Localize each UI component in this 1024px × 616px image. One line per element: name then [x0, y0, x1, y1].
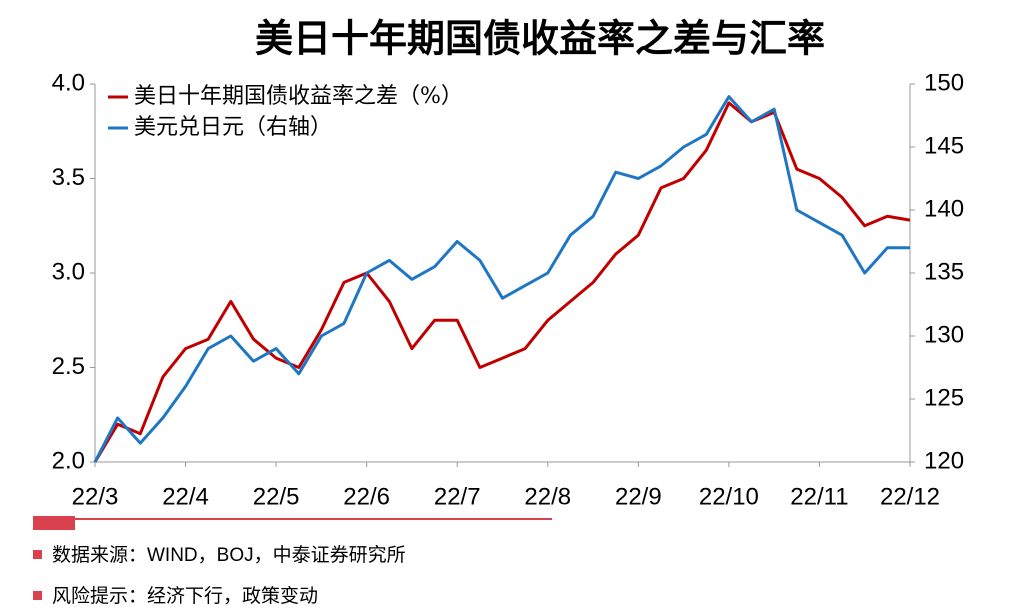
y-tick-label: 2.0 — [52, 447, 85, 474]
y2-tick-label: 125 — [924, 384, 964, 411]
y2-tick-label: 145 — [924, 132, 964, 159]
x-tick-label: 22/3 — [72, 483, 119, 510]
x-tick-label: 22/11 — [790, 483, 848, 510]
x-tick-label: 22/5 — [253, 483, 300, 510]
legend-label: 美元兑日元（右轴） — [134, 115, 332, 140]
legend-label: 美日十年期国债收益率之差（%） — [134, 84, 463, 109]
x-tick-label: 22/8 — [524, 483, 571, 510]
bullet — [33, 591, 42, 600]
y-tick-label: 2.5 — [52, 353, 85, 380]
footnote: 风险提示：经济下行，政策变动 — [52, 585, 318, 607]
y2-tick-label: 150 — [924, 69, 964, 96]
bullet — [33, 550, 42, 559]
x-tick-label: 22/9 — [615, 483, 662, 510]
y2-tick-label: 130 — [924, 321, 964, 348]
series-line — [93, 101, 911, 463]
footnote: 数据来源：WIND，BOJ，中泰证券研究所 — [52, 544, 406, 566]
x-tick-label: 22/6 — [343, 483, 390, 510]
chart-title: 美日十年期国债收益率之差与汇率 — [255, 16, 825, 61]
series-line — [93, 95, 910, 463]
x-tick-label: 22/12 — [880, 483, 940, 510]
x-tick-label: 22/10 — [699, 483, 759, 510]
y2-tick-label: 120 — [924, 447, 964, 474]
y2-tick-label: 140 — [924, 195, 964, 222]
x-tick-label: 22/4 — [162, 483, 209, 510]
y2-tick-label: 135 — [924, 258, 964, 285]
y-tick-label: 3.5 — [52, 164, 85, 191]
y-tick-label: 4.0 — [52, 69, 85, 96]
x-tick-label: 22/7 — [434, 483, 481, 510]
y-tick-label: 3.0 — [52, 258, 85, 285]
footer-block — [33, 516, 75, 530]
